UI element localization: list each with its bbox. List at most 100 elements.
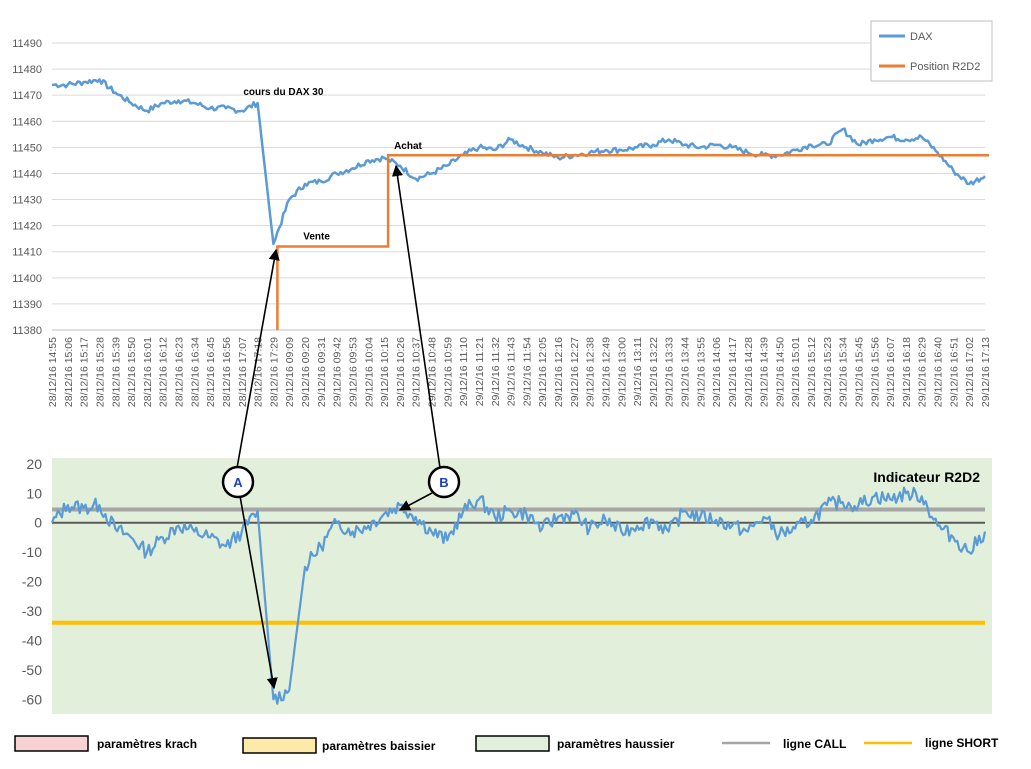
- price-x-tick: 29/12/16 11:54: [521, 337, 533, 406]
- indicator-y-tick: -40: [22, 632, 42, 648]
- price-x-tick: 29/12/16 11:32: [490, 337, 502, 406]
- price-x-tick: 29/12/16 16:29: [917, 337, 929, 407]
- indicator-series-line: [50, 486, 987, 705]
- price-x-tick: 28/12/16 16:01: [142, 337, 154, 407]
- bottom-legend: paramètres krach paramètres baissier par…: [14, 735, 999, 754]
- price-x-tick: 29/12/16 15:23: [822, 337, 834, 407]
- price-y-tick-labels: 11380 11390 11400 11410 11420 11430 11440 11450…: [12, 38, 42, 337]
- legend-krach-swatch: [14, 735, 89, 752]
- price-x-tick: 29/12/16 13:11: [632, 337, 644, 406]
- price-x-tick: 28/12/16 15:28: [94, 337, 106, 407]
- price-x-tick: 28/12/16 16:12: [158, 337, 170, 407]
- legend-krach-label: paramètres krach: [97, 737, 197, 751]
- annotation-arrows: [236, 164, 441, 690]
- legend-position-label: Position R2D2: [910, 61, 980, 73]
- price-x-tick: 29/12/16 14:28: [743, 337, 755, 407]
- price-x-tick: 28/12/16 17:18: [253, 337, 265, 407]
- marker-b-label: B: [439, 475, 448, 490]
- annotation-vente: Vente: [303, 231, 330, 242]
- position-r2d2-series-line: [276, 153, 989, 330]
- price-x-tick: 29/12/16 14:39: [759, 337, 771, 407]
- price-x-tick: 29/12/16 14:17: [727, 337, 739, 407]
- legend-baissier-label: paramètres baissier: [322, 739, 436, 753]
- price-x-tick: 29/12/16 12:38: [585, 337, 597, 407]
- price-x-tick: 29/12/16 13:33: [664, 337, 676, 407]
- r2d2-indicator-chart: 20 10 0 -10 -20 -30 -40 -50 -60 Indicateur R2D2: [22, 456, 992, 714]
- price-x-tick-labels: 28/12/16 14:55 28/12/16 15:06 28/12/16 15:…: [47, 337, 992, 407]
- price-x-tick: 28/12/16 15:39: [110, 337, 122, 407]
- price-x-tick: 29/12/16 15:56: [869, 337, 881, 407]
- price-x-tick: 28/12/16 15:50: [126, 337, 138, 407]
- indicator-y-tick: 0: [34, 515, 42, 531]
- price-x-tick: 28/12/16 16:56: [221, 337, 233, 407]
- price-x-tick: 29/12/16 17:02: [964, 337, 976, 407]
- price-x-tick: 29/12/16 13:44: [680, 337, 692, 407]
- price-x-tick: 29/12/16 16:40: [933, 337, 945, 407]
- price-x-tick: 29/12/16 15:34: [838, 337, 850, 407]
- indicator-y-tick: -20: [22, 574, 42, 590]
- annotation-achat: Achat: [394, 141, 422, 152]
- legend-dax-label: DAX: [910, 31, 933, 43]
- arrow-b-to-achat: [391, 164, 441, 469]
- price-x-tick: 28/12/16 14:55: [47, 337, 59, 407]
- price-x-tick: 29/12/16 14:50: [774, 337, 786, 407]
- price-legend: DAX Position R2D2: [870, 20, 993, 82]
- indicator-y-tick: 20: [26, 456, 42, 472]
- price-x-tick: 29/12/16 15:12: [806, 337, 818, 407]
- price-x-tick: 28/12/16 16:23: [174, 337, 186, 407]
- price-y-tick: 11440: [12, 168, 42, 180]
- price-x-tick: 29/12/16 10:26: [395, 337, 407, 407]
- legend-haussier-label: paramètres haussier: [557, 737, 675, 751]
- price-x-tick: 29/12/16 12:05: [537, 337, 549, 407]
- price-legend-box: [870, 20, 993, 82]
- price-x-tick: 29/12/16 09:09: [284, 337, 296, 407]
- price-y-tick: 11460: [12, 116, 42, 128]
- legend-short-label: ligne SHORT: [925, 736, 999, 750]
- price-y-tick: 11380: [12, 325, 42, 337]
- price-x-tick: 28/12/16 17:07: [237, 337, 249, 407]
- price-y-tick: 11420: [12, 221, 42, 233]
- price-x-tick: 29/12/16 10:37: [411, 337, 423, 407]
- price-x-tick: 29/12/16 10:59: [442, 337, 454, 407]
- price-x-tick: 29/12/16 09:53: [347, 337, 359, 407]
- price-x-tick: 29/12/16 12:27: [569, 337, 581, 407]
- price-x-tick: 29/12/16 13:22: [648, 337, 660, 407]
- legend-call-label: ligne CALL: [783, 737, 846, 751]
- arrow-a-to-indicator-low: [239, 495, 278, 690]
- price-x-tick: 29/12/16 11:21: [474, 337, 486, 406]
- price-x-tick: 29/12/16 17:13: [980, 337, 992, 407]
- price-x-tick: 29/12/16 10:15: [379, 337, 391, 407]
- price-x-tick: 29/12/16 10:04: [363, 337, 375, 407]
- price-y-tick: 11470: [12, 90, 42, 102]
- price-x-tick: 28/12/16 15:06: [63, 337, 75, 407]
- price-x-tick: 29/12/16 15:01: [790, 337, 802, 407]
- indicator-background: [52, 458, 992, 714]
- indicator-title: Indicateur R2D2: [873, 469, 980, 485]
- price-gridlines: [52, 42, 985, 331]
- price-x-tick: 28/12/16 17:29: [268, 337, 280, 407]
- price-x-tick: 29/12/16 09:42: [332, 337, 344, 407]
- indicator-y-tick-labels: 20 10 0 -10 -20 -30 -40 -50 -60: [22, 456, 42, 707]
- price-x-tick: 29/12/16 16:51: [948, 337, 960, 407]
- indicator-y-tick: 10: [26, 485, 42, 501]
- indicator-y-tick: -10: [22, 544, 42, 560]
- price-y-tick: 11430: [12, 195, 42, 207]
- marker-b: B: [427, 465, 461, 499]
- arrow-b-to-call-crossing: [399, 492, 433, 511]
- price-x-tick: 29/12/16 14:06: [711, 337, 723, 407]
- marker-a: A: [221, 465, 255, 499]
- marker-a-label: A: [233, 475, 243, 490]
- price-y-tick: 11480: [12, 64, 42, 76]
- indicator-y-tick: -60: [22, 691, 42, 707]
- dax-series-line: [51, 78, 986, 246]
- price-x-tick: 29/12/16 09:20: [300, 337, 312, 407]
- price-x-tick: 29/12/16 12:16: [553, 337, 565, 407]
- price-x-tick: 29/12/16 11:10: [458, 337, 470, 406]
- indicator-y-tick: -30: [22, 603, 42, 619]
- price-x-tick: 29/12/16 13:00: [616, 337, 628, 407]
- price-x-tick: 28/12/16 16:34: [189, 337, 201, 407]
- arrow-a-to-vente: [236, 248, 280, 469]
- marker-a-circle: [221, 465, 255, 499]
- legend-baissier-swatch: [242, 737, 317, 754]
